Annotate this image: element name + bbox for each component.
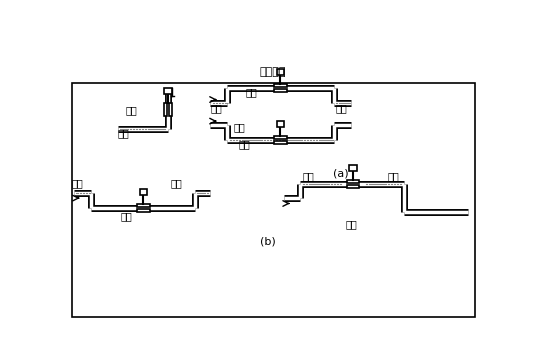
Bar bbox=[72, 83, 474, 317]
Text: 气泡: 气泡 bbox=[302, 171, 314, 181]
Bar bbox=[346, 180, 359, 183]
Bar bbox=[274, 141, 287, 144]
Text: 错误: 错误 bbox=[233, 122, 245, 132]
Text: 错误: 错误 bbox=[345, 219, 357, 229]
Text: 气泡: 气泡 bbox=[171, 179, 182, 188]
Text: 气泡: 气泡 bbox=[71, 179, 83, 188]
Text: 液体: 液体 bbox=[239, 139, 251, 149]
Text: 正确: 正确 bbox=[126, 105, 138, 116]
Bar bbox=[274, 136, 287, 139]
Bar bbox=[277, 69, 284, 75]
Bar bbox=[346, 185, 359, 188]
Text: 图（四）: 图（四） bbox=[260, 67, 286, 77]
Text: 正确: 正确 bbox=[245, 87, 257, 97]
Bar bbox=[138, 209, 150, 212]
Bar bbox=[349, 165, 357, 171]
Text: 正确: 正确 bbox=[120, 212, 132, 222]
Text: 液体: 液体 bbox=[336, 103, 348, 113]
Text: (a): (a) bbox=[334, 169, 349, 179]
Bar bbox=[169, 103, 172, 116]
Bar bbox=[164, 103, 167, 116]
Text: (b): (b) bbox=[260, 236, 276, 246]
Text: 气泡: 气泡 bbox=[387, 171, 399, 181]
Bar bbox=[138, 204, 150, 207]
Text: 液体: 液体 bbox=[211, 103, 222, 113]
Text: 液体: 液体 bbox=[118, 129, 130, 139]
Bar bbox=[164, 88, 172, 94]
Bar bbox=[140, 189, 147, 195]
Bar bbox=[277, 121, 284, 127]
Bar bbox=[274, 89, 287, 92]
Bar bbox=[274, 84, 287, 87]
